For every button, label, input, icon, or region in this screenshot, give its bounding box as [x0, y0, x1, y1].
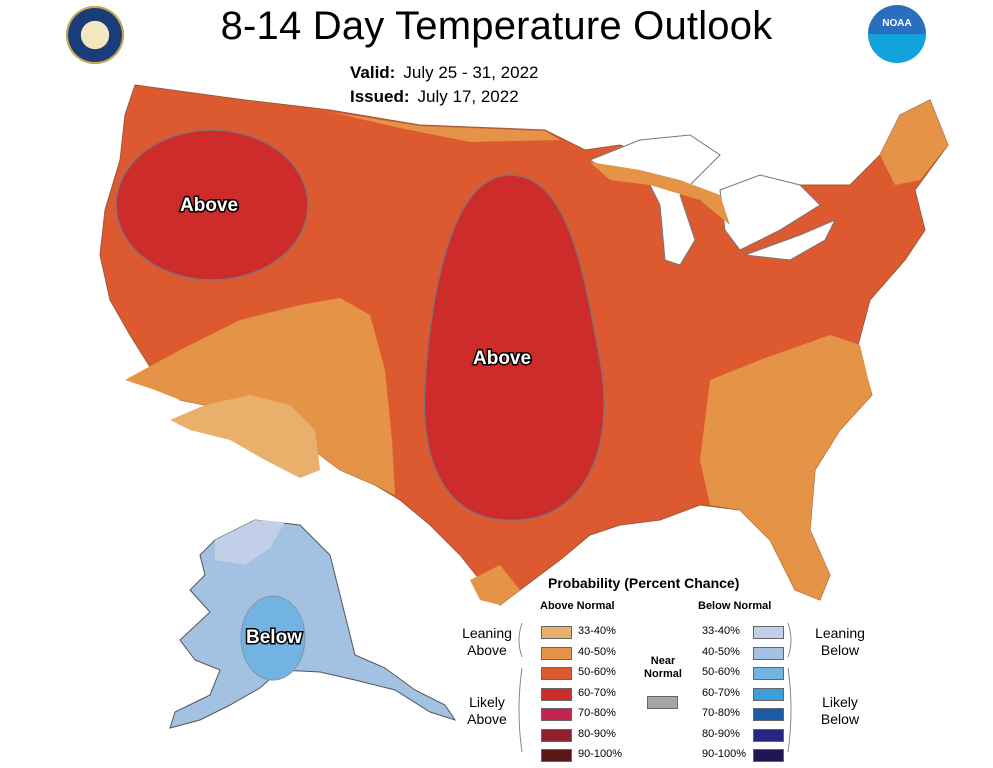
page-title: 8-14 Day Temperature Outlook: [220, 4, 773, 48]
below-range-label: 80-90%: [702, 727, 740, 740]
legend-title: Probability (Percent Chance): [548, 575, 740, 591]
plains-region-label: Above: [473, 348, 531, 369]
above-range-label: 60-70%: [578, 686, 616, 699]
alaska-below-region: [240, 595, 306, 681]
below-swatch-50-60%: [753, 667, 784, 680]
valid-label: Valid:: [350, 63, 396, 82]
above-swatch-33-40%: [541, 626, 572, 639]
below-swatch-70-80%: [753, 708, 784, 721]
alaska-landmass: [169, 519, 457, 729]
commerce-seal-icon: [66, 6, 124, 64]
below-swatch-60-70%: [753, 687, 784, 701]
above-swatch-50-60%: [541, 667, 572, 680]
leaning-above-label: Leaning Above: [462, 625, 512, 658]
near-normal-swatch: [647, 696, 678, 709]
above-swatch-80-90%: [541, 728, 572, 742]
below-range-label: 70-80%: [702, 707, 740, 719]
below-range-label: 40-50%: [702, 645, 740, 658]
alaska-region-label: Below: [246, 627, 302, 648]
below-range-label: 90-100%: [702, 748, 747, 760]
great-lakes-band: [590, 162, 730, 225]
southwest-band: [125, 298, 395, 495]
legend-brackets: [518, 622, 792, 753]
leaning-below-label: Leaning Below: [815, 625, 865, 658]
texas-tip: [470, 565, 520, 605]
likely-below-label: Likely Below: [820, 694, 860, 727]
noaa-logo-text: NOAA: [882, 18, 912, 29]
above-swatch-40-50%: [541, 646, 572, 660]
desert-southwest: [170, 395, 320, 478]
above-range-label: 50-60%: [578, 666, 616, 678]
below-range-label: 50-60%: [702, 666, 740, 678]
valid-value: July 25 - 31, 2022: [403, 63, 539, 82]
above-range-label: 40-50%: [578, 645, 616, 658]
below-swatch-40-50%: [753, 646, 784, 660]
above-range-label: 80-90%: [578, 727, 616, 740]
above-range-label: 33-40%: [578, 625, 616, 637]
plains-above-region: [423, 174, 605, 521]
above-range-label: 90-100%: [578, 748, 623, 760]
below-swatch-90-100%: [753, 749, 784, 762]
above-swatch-70-80%: [541, 708, 572, 721]
above-swatch-60-70%: [541, 687, 572, 701]
below-range-label: 33-40%: [702, 625, 740, 637]
north-border-band: [330, 112, 560, 142]
below-swatch-33-40%: [753, 626, 784, 639]
issued-label: Issued:: [350, 87, 410, 106]
valid-line: Valid: July 25 - 31, 2022: [350, 63, 539, 83]
northwest-region-label: Above: [180, 195, 238, 216]
alaska-north-slope: [215, 520, 285, 565]
issued-line: Issued: July 17, 2022: [350, 87, 519, 107]
issued-value: July 17, 2022: [417, 87, 519, 106]
southeast-band: [700, 335, 872, 600]
near-normal-label: Near Normal: [644, 655, 682, 680]
below-swatch-80-90%: [753, 728, 784, 742]
above-normal-header: Above Normal: [540, 600, 615, 612]
above-range-label: 70-80%: [578, 707, 616, 719]
noaa-logo-icon: NOAA: [868, 5, 926, 63]
likely-above-label: Likely Above: [467, 694, 507, 727]
above-swatch-90-100%: [541, 749, 572, 762]
northwest-above-region: [115, 129, 309, 281]
new-england-band: [880, 100, 948, 185]
below-normal-header: Below Normal: [698, 600, 772, 612]
below-range-label: 60-70%: [702, 686, 740, 699]
